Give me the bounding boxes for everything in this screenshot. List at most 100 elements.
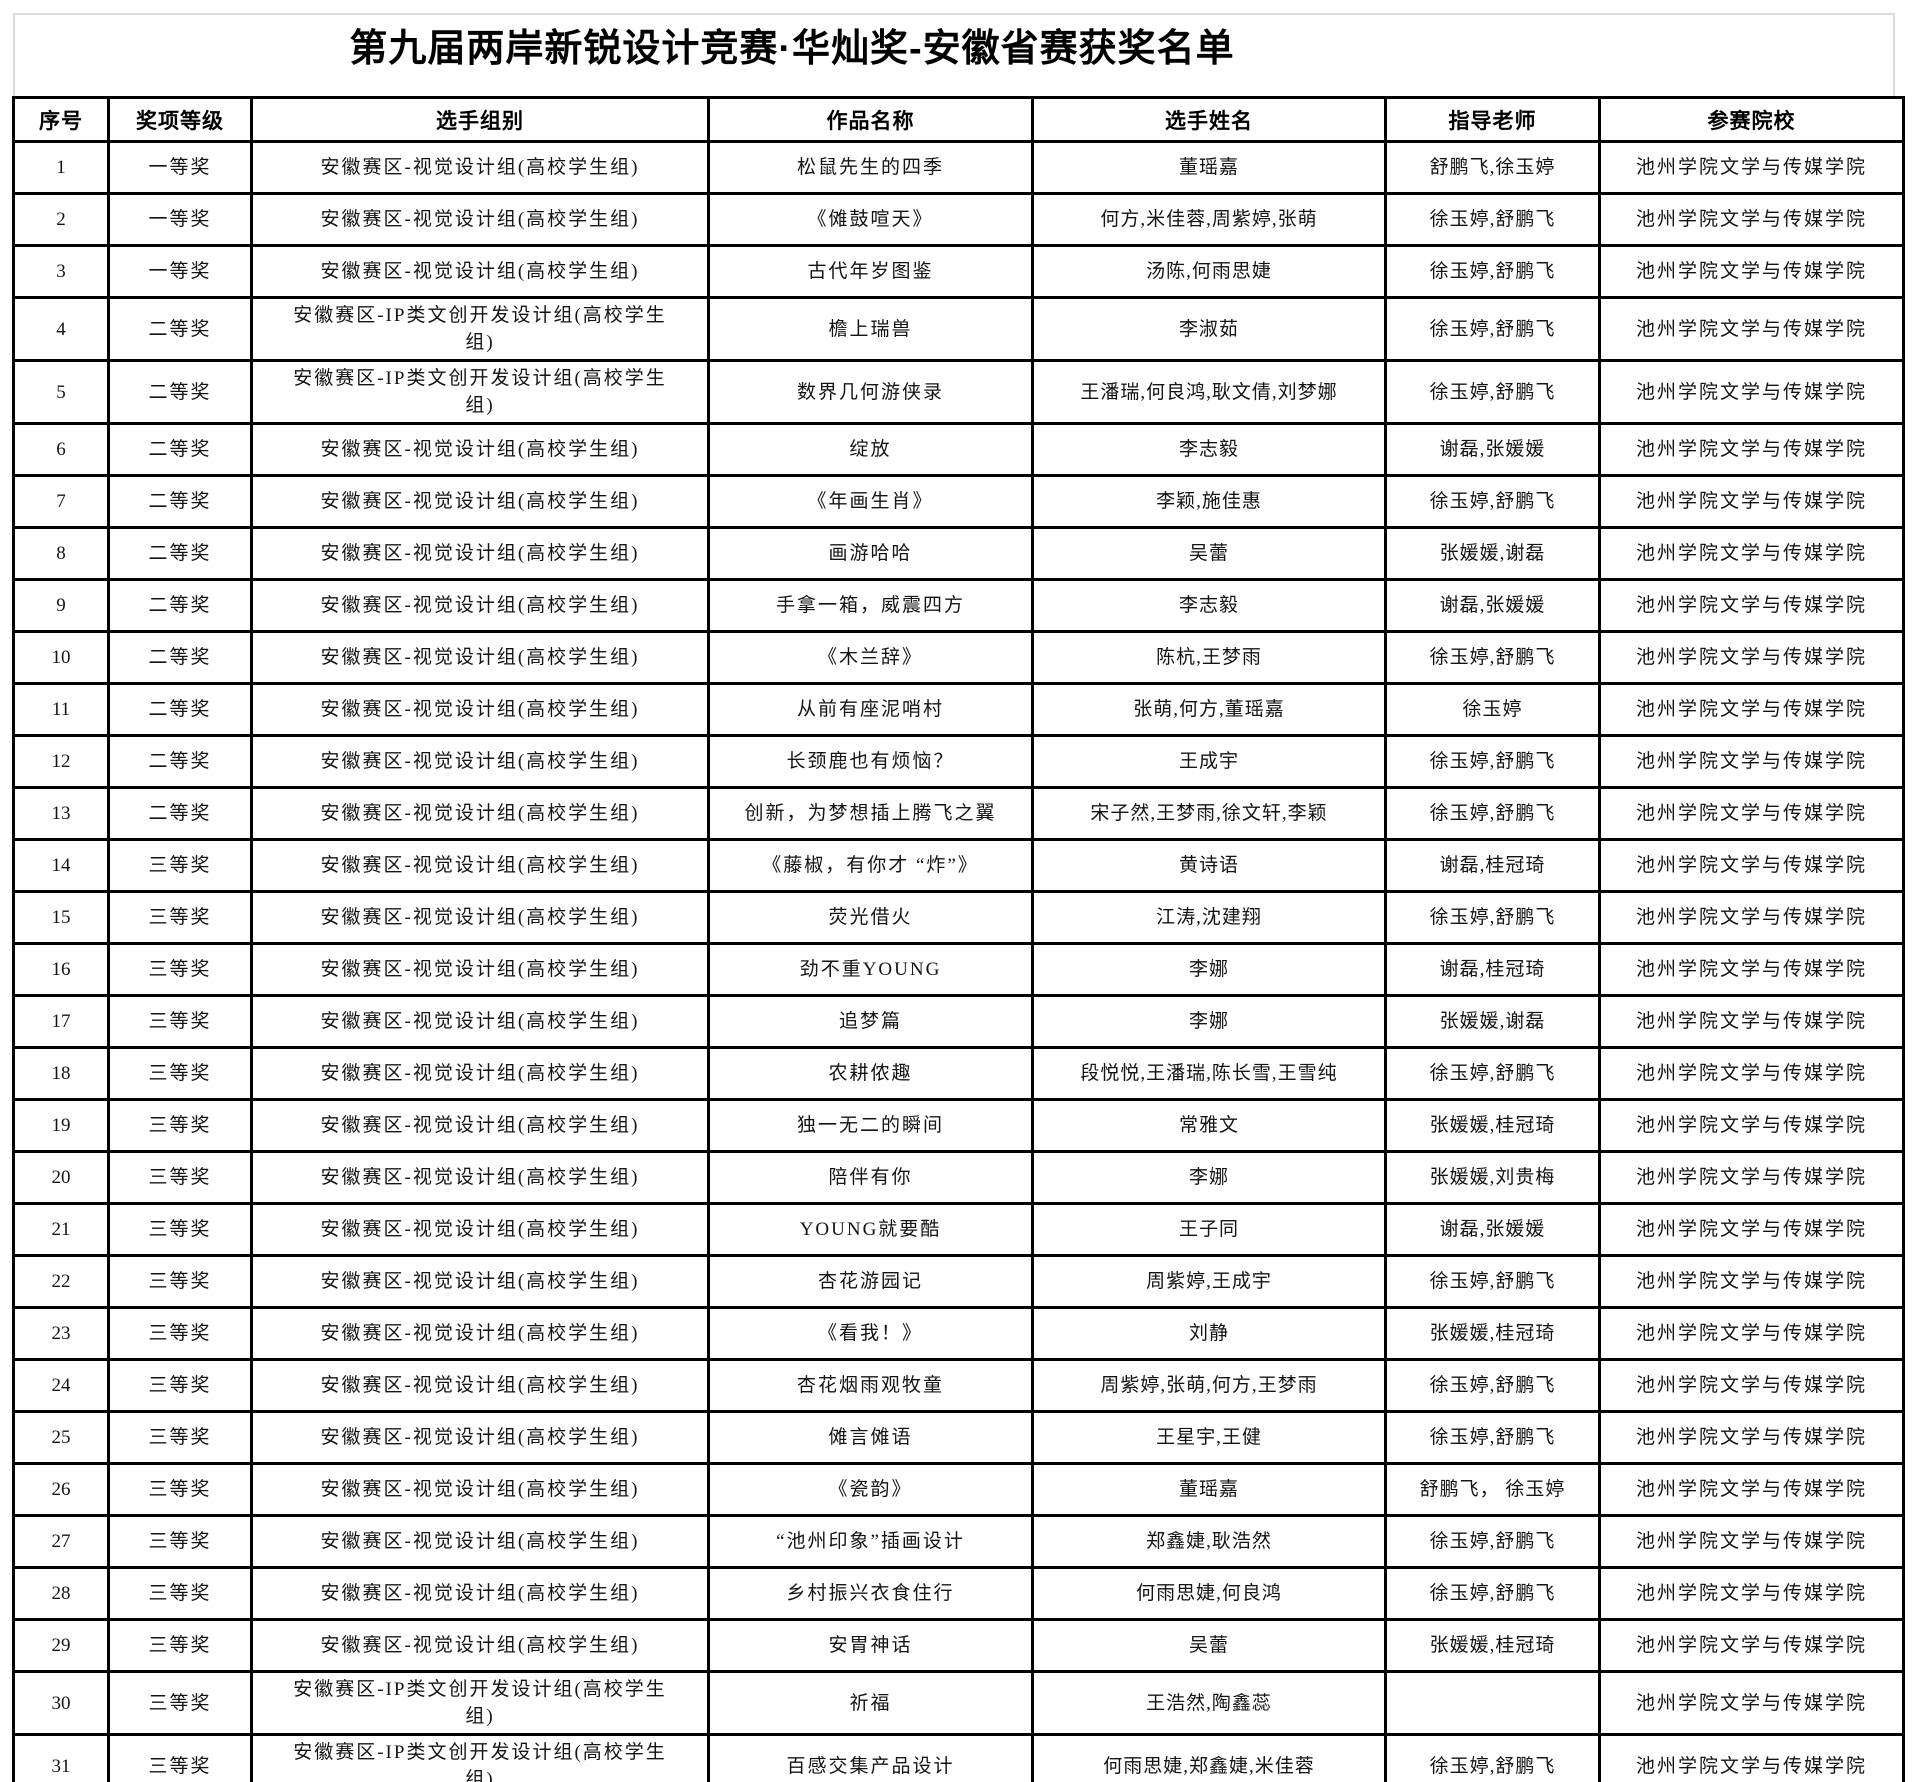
table-row: 5 二等奖 安徽赛区-IP类文创开发设计组(高校学生组) 数界几何游侠录 王潘瑞,何良鸿… (12, 359, 1905, 425)
cell-school: 池州学院文学与传媒学院 (1598, 526, 1905, 581)
cell-contestants: 周紫婷,张萌,何方,王梦雨 (1031, 1358, 1387, 1413)
cell-award: 二等奖 (107, 296, 253, 362)
cell-teachers: 谢磊,张媛媛 (1384, 578, 1601, 633)
cell-work: 陪伴有你 (707, 1150, 1034, 1205)
cell-contestants: 李颖,施佳惠 (1031, 474, 1387, 529)
cell-index: 23 (12, 1306, 110, 1361)
table-row: 14 三等奖 安徽赛区-视觉设计组(高校学生组) 《藤椒，有你才 “炸”》 黄诗语 谢磊,… (12, 838, 1905, 893)
cell-index: 6 (12, 422, 110, 477)
cell-index: 14 (12, 838, 110, 893)
table-row: 26 三等奖 安徽赛区-视觉设计组(高校学生组) 《瓷韵》 董瑶嘉 舒鹏飞， 徐玉婷 池州学… (12, 1462, 1905, 1517)
cell-school: 池州学院文学与传媒学院 (1598, 994, 1905, 1049)
cell-contestants: 刘静 (1031, 1306, 1387, 1361)
cell-contestants: 吴蕾 (1031, 526, 1387, 581)
cell-teachers: 徐玉婷,舒鹏飞 (1384, 296, 1601, 362)
table-row: 13 二等奖 安徽赛区-视觉设计组(高校学生组) 创新，为梦想插上腾飞之翼 宋子然,王梦… (12, 786, 1905, 841)
cell-group: 安徽赛区-视觉设计组(高校学生组) (250, 140, 710, 195)
table-row: 22 三等奖 安徽赛区-视觉设计组(高校学生组) 杏花游园记 周紫婷,王成宇 徐玉婷,舒鹏… (12, 1254, 1905, 1309)
table-header: 序号 奖项等级 选手组别 作品名称 选手姓名 指导老师 参赛院校 (12, 96, 1905, 143)
cell-index: 9 (12, 578, 110, 633)
table-row: 31 三等奖 安徽赛区-IP类文创开发设计组(高校学生组) 百感交集产品设计 何雨思婕,… (12, 1733, 1905, 1782)
cell-contestants: 王子同 (1031, 1202, 1387, 1257)
table-row: 16 三等奖 安徽赛区-视觉设计组(高校学生组) 劲不重YOUNG 李娜 谢磊,桂冠琦 池州… (12, 942, 1905, 997)
cell-work: 百感交集产品设计 (707, 1733, 1034, 1782)
cell-work: 追梦篇 (707, 994, 1034, 1049)
cell-work: 手拿一箱，威震四方 (707, 578, 1034, 633)
table-row: 1 一等奖 安徽赛区-视觉设计组(高校学生组) 松鼠先生的四季 董瑶嘉 舒鹏飞,徐玉婷 池州… (12, 140, 1905, 195)
table-row: 11 二等奖 安徽赛区-视觉设计组(高校学生组) 从前有座泥哨村 张萌,何方,董瑶嘉 徐玉… (12, 682, 1905, 737)
cell-school: 池州学院文学与传媒学院 (1598, 682, 1905, 737)
cell-index: 27 (12, 1514, 110, 1569)
cell-award: 一等奖 (107, 140, 253, 195)
cell-index: 21 (12, 1202, 110, 1257)
cell-contestants: 何雨思婕,郑鑫婕,米佳蓉 (1031, 1733, 1387, 1782)
cell-group: 安徽赛区-视觉设计组(高校学生组) (250, 526, 710, 581)
cell-index: 16 (12, 942, 110, 997)
cell-contestants: 宋子然,王梦雨,徐文轩,李颖 (1031, 786, 1387, 841)
cell-work: 《傩鼓喧天》 (707, 192, 1034, 247)
cell-work: 安胃神话 (707, 1618, 1034, 1673)
cell-index: 12 (12, 734, 110, 789)
cell-contestants: 张萌,何方,董瑶嘉 (1031, 682, 1387, 737)
cell-index: 7 (12, 474, 110, 529)
cell-school: 池州学院文学与传媒学院 (1598, 1202, 1905, 1257)
column-header-award: 奖项等级 (107, 96, 253, 143)
cell-index: 5 (12, 359, 110, 425)
table-body: 1 一等奖 安徽赛区-视觉设计组(高校学生组) 松鼠先生的四季 董瑶嘉 舒鹏飞,徐玉婷 池州… (12, 140, 1905, 1782)
cell-teachers: 舒鹏飞,徐玉婷 (1384, 140, 1601, 195)
cell-school: 池州学院文学与传媒学院 (1598, 578, 1905, 633)
cell-school: 池州学院文学与传媒学院 (1598, 1150, 1905, 1205)
table-row: 8 二等奖 安徽赛区-视觉设计组(高校学生组) 画游哈哈 吴蕾 张媛媛,谢磊 池州学院文学与… (12, 526, 1905, 581)
cell-index: 4 (12, 296, 110, 362)
cell-school: 池州学院文学与传媒学院 (1598, 1358, 1905, 1413)
cell-group: 安徽赛区-视觉设计组(高校学生组) (250, 244, 710, 299)
cell-award: 三等奖 (107, 942, 253, 997)
cell-teachers: 张媛媛,刘贵梅 (1384, 1150, 1601, 1205)
table-row: 27 三等奖 安徽赛区-视觉设计组(高校学生组) “池州印象”插画设计 郑鑫婕,耿浩然徐… (12, 1514, 1905, 1569)
table-row: 7 二等奖 安徽赛区-视觉设计组(高校学生组) 《年画生肖》 李颖,施佳惠 徐玉婷,舒鹏飞… (12, 474, 1905, 529)
cell-index: 10 (12, 630, 110, 685)
cell-index: 30 (12, 1670, 110, 1736)
cell-index: 26 (12, 1462, 110, 1517)
cell-group: 安徽赛区-视觉设计组(高校学生组) (250, 838, 710, 893)
cell-contestants: 李娜 (1031, 942, 1387, 997)
column-header-work: 作品名称 (707, 96, 1034, 143)
cell-teachers: 徐玉婷 (1384, 682, 1601, 737)
table-row: 15 三等奖 安徽赛区-视觉设计组(高校学生组) 荧光借火 江涛,沈建翔 徐玉婷,舒鹏飞池… (12, 890, 1905, 945)
cell-index: 31 (12, 1733, 110, 1782)
cell-school: 池州学院文学与传媒学院 (1598, 1618, 1905, 1673)
cell-group: 安徽赛区-视觉设计组(高校学生组) (250, 734, 710, 789)
cell-teachers: 谢磊,桂冠琦 (1384, 942, 1601, 997)
cell-contestants: 李淑茹 (1031, 296, 1387, 362)
cell-work: 《藤椒，有你才 “炸”》 (707, 838, 1034, 893)
cell-award: 二等奖 (107, 734, 253, 789)
column-header-school: 参赛院校 (1598, 96, 1905, 143)
cell-award: 一等奖 (107, 192, 253, 247)
cell-school: 池州学院文学与传媒学院 (1598, 1046, 1905, 1101)
cell-teachers: 徐玉婷,舒鹏飞 (1384, 1358, 1601, 1413)
cell-group: 安徽赛区-视觉设计组(高校学生组) (250, 474, 710, 529)
cell-teachers: 徐玉婷,舒鹏飞 (1384, 359, 1601, 425)
cell-teachers: 张媛媛,桂冠琦 (1384, 1618, 1601, 1673)
table-row: 2 一等奖 安徽赛区-视觉设计组(高校学生组) 《傩鼓喧天》 何方,米佳蓉,周紫婷,张萌… (12, 192, 1905, 247)
cell-teachers: 徐玉婷,舒鹏飞 (1384, 734, 1601, 789)
cell-contestants: 何雨思婕,何良鸿 (1031, 1566, 1387, 1621)
cell-award: 二等奖 (107, 422, 253, 477)
cell-index: 3 (12, 244, 110, 299)
cell-contestants: 王浩然,陶鑫蕊 (1031, 1670, 1387, 1736)
cell-contestants: 李志毅 (1031, 578, 1387, 633)
cell-contestants: 常雅文 (1031, 1098, 1387, 1153)
cell-work: 《看我！》 (707, 1306, 1034, 1361)
cell-group: 安徽赛区-视觉设计组(高校学生组) (250, 1046, 710, 1101)
cell-contestants: 郑鑫婕,耿浩然 (1031, 1514, 1387, 1569)
cell-teachers: 张媛媛,谢磊 (1384, 526, 1601, 581)
table-row: 10 二等奖 安徽赛区-视觉设计组(高校学生组) 《木兰辞》 陈杭,王梦雨 徐玉婷,舒鹏飞… (12, 630, 1905, 685)
table-row: 3 一等奖 安徽赛区-视觉设计组(高校学生组) 古代年岁图鉴 汤陈,何雨思婕 徐玉婷,舒鹏… (12, 244, 1905, 299)
table-row: 20 三等奖 安徽赛区-视觉设计组(高校学生组) 陪伴有你 李娜 张媛媛,刘贵梅 池州学院文… (12, 1150, 1905, 1205)
table-row: 21 三等奖 安徽赛区-视觉设计组(高校学生组) YOUNG就要酷 王子同 谢磊,张媛媛池… (12, 1202, 1905, 1257)
cell-award: 三等奖 (107, 1514, 253, 1569)
cell-work: 《瓷韵》 (707, 1462, 1034, 1517)
cell-contestants: 王星宇,王健 (1031, 1410, 1387, 1465)
cell-group: 安徽赛区-视觉设计组(高校学生组) (250, 942, 710, 997)
